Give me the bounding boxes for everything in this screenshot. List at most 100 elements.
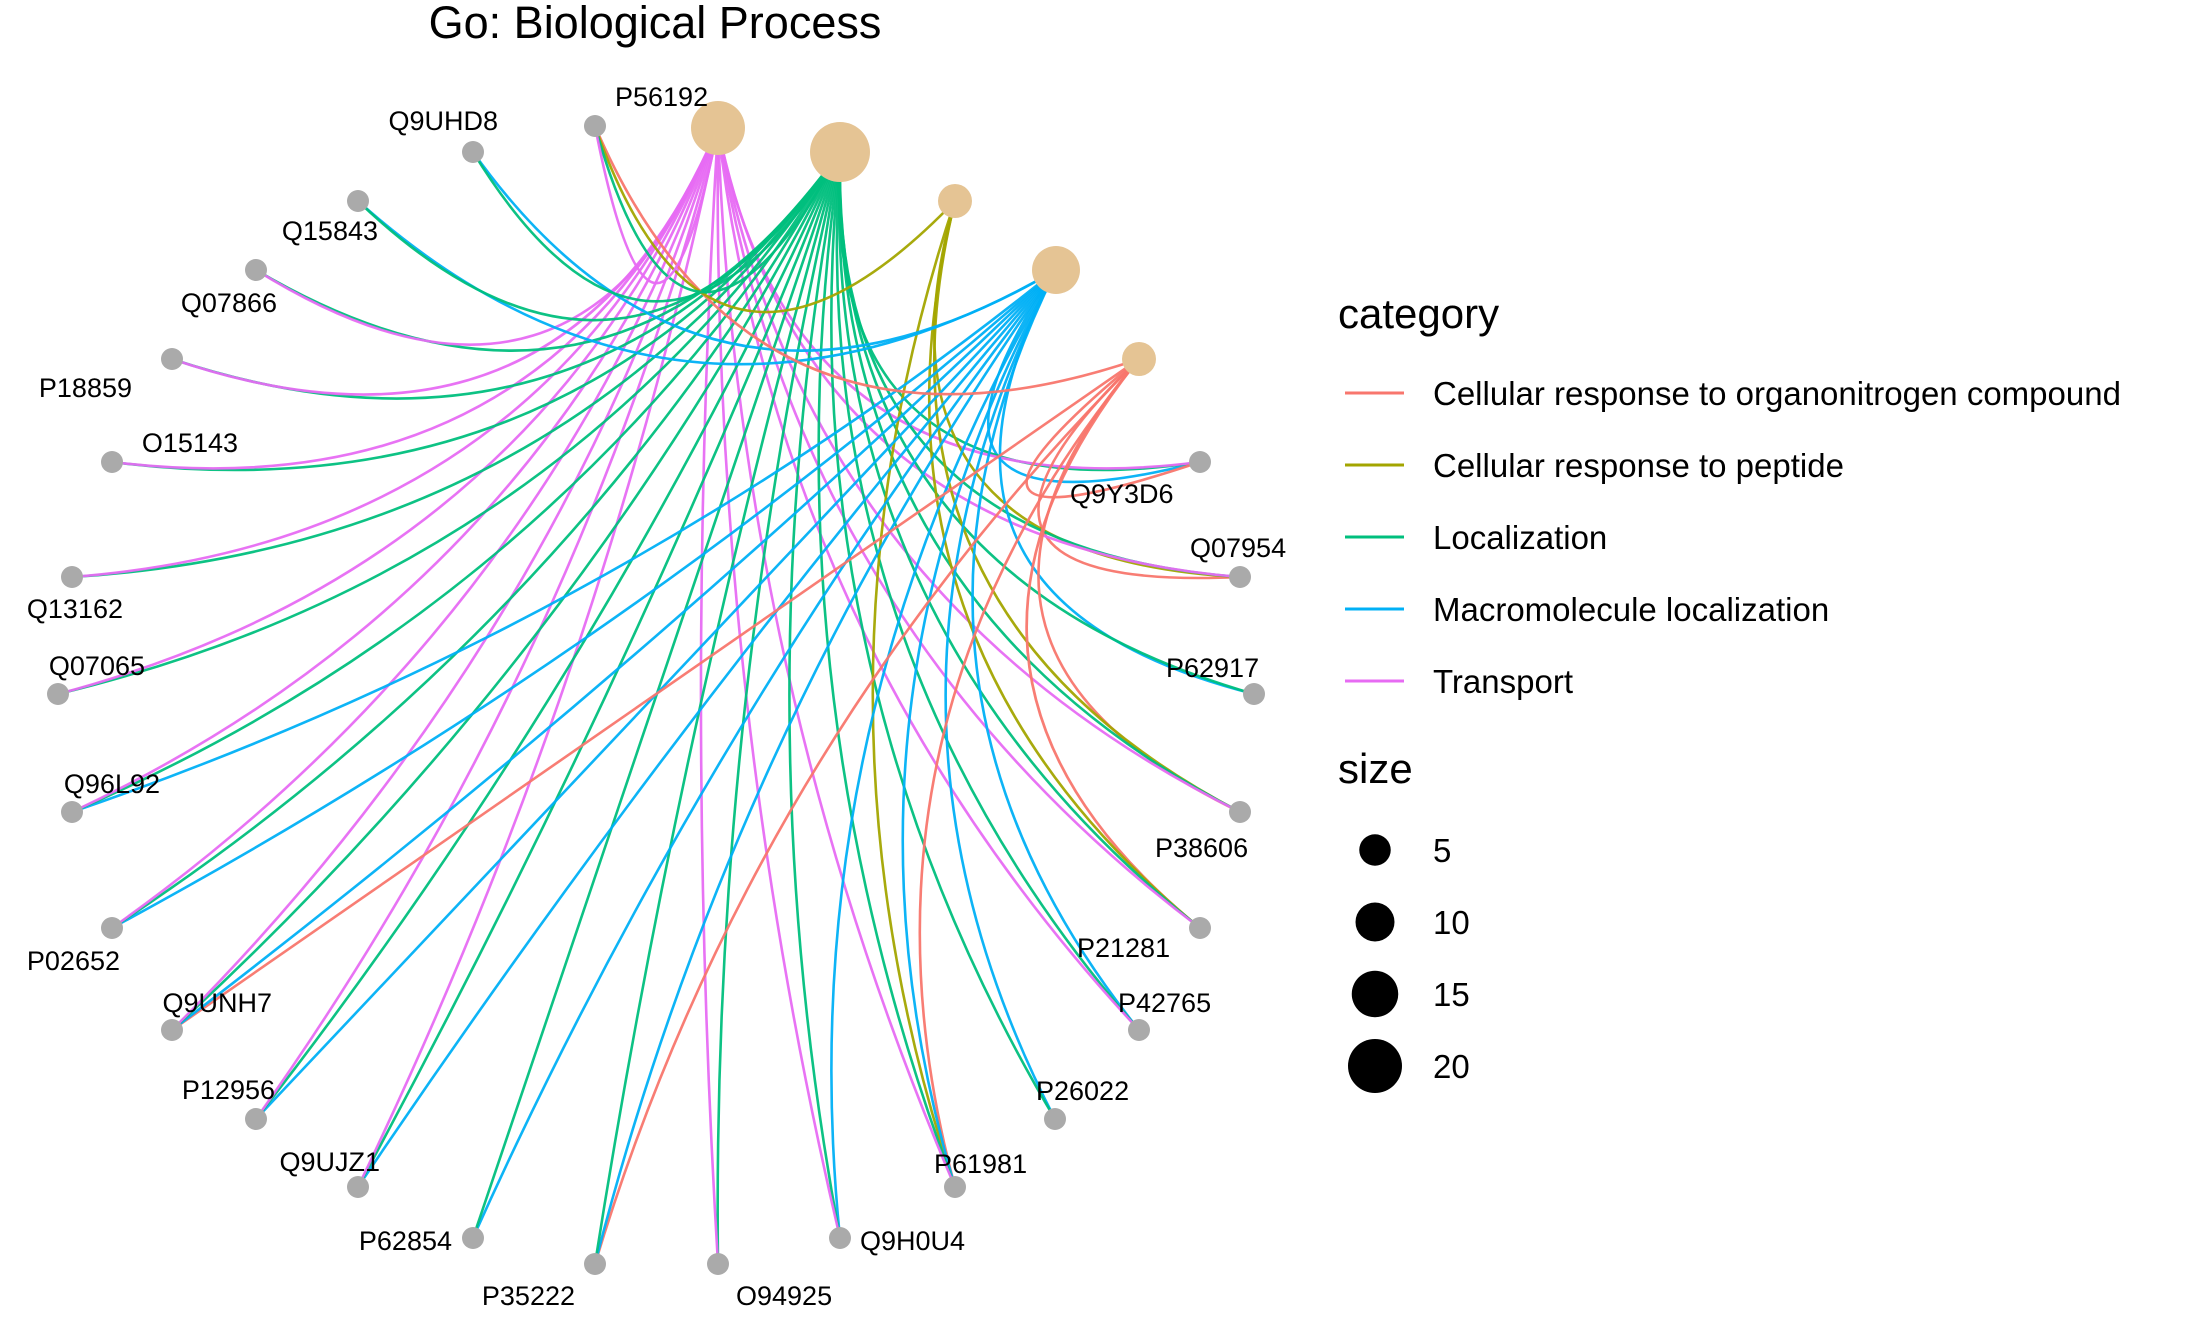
edge-p38606-localization [838, 151, 1241, 814]
edge-q07954-cellular-response-to-peptide [933, 200, 1241, 579]
legend-label-macromolecule-localization: Macromolecule localization [1433, 591, 1829, 628]
edge-p38606-cellular-response-to-peptide [932, 200, 1241, 814]
edge-p21281-cellular-response-to-organonitrogen-compound [1025, 358, 1201, 930]
edge-p12956-localization [254, 151, 842, 1120]
legend-size-label-20: 20 [1433, 1048, 1470, 1085]
gene-node-p42765 [1128, 1019, 1150, 1041]
gene-label-p61981: P61981 [934, 1149, 1027, 1179]
term-node-layer [691, 101, 1156, 376]
gene-node-q9unh7 [161, 1019, 183, 1041]
legend-size-label-5: 5 [1433, 832, 1451, 869]
edge-p56192-localization [593, 125, 842, 294]
term-node-cellular-response-to-peptide [938, 184, 972, 218]
edge-o94925-localization [716, 151, 842, 1265]
gene-label-p42765: P42765 [1118, 988, 1211, 1018]
edge-p62854-macromolecule-localization [471, 269, 1058, 1239]
gene-label-q96l92: Q96L92 [64, 769, 160, 799]
legend-size-label-10: 10 [1433, 904, 1470, 941]
legend-size-dot-10 [1355, 902, 1395, 942]
gene-node-q9ujz1 [347, 1176, 369, 1198]
gene-node-o15143 [101, 451, 123, 473]
gene-label-q9y3d6: Q9Y3D6 [1070, 479, 1174, 509]
gene-node-q9h0u4 [829, 1227, 851, 1249]
gene-node-q9y3d6 [1189, 451, 1211, 473]
edge-p61981-localization [817, 151, 957, 1188]
gene-node-q07866 [245, 259, 267, 281]
legend-category-list: Cellular response to organonitrogen comp… [1345, 375, 2121, 700]
gene-node-q07954 [1229, 566, 1251, 588]
gene-node-p56192 [584, 115, 606, 137]
edge-q9ujz1-transport [356, 127, 720, 1188]
gene-label-o15143: O15143 [142, 428, 238, 458]
gene-node-q9uhd8 [462, 141, 484, 163]
edge-q96l92-transport [71, 127, 720, 814]
edge-p42765-macromolecule-localization [971, 269, 1141, 1031]
edge-q07065-transport [57, 127, 720, 696]
term-node-cellular-response-to-organonitrogen-compound [1122, 342, 1156, 376]
edge-layer [57, 125, 1255, 1265]
gene-node-q07065 [47, 683, 69, 705]
edge-q15843-localization [357, 151, 842, 322]
legend-size-label-15: 15 [1433, 976, 1470, 1013]
gene-label-q07866: Q07866 [181, 288, 277, 318]
gene-node-p35222 [584, 1253, 606, 1275]
legend-category-title: category [1338, 290, 1499, 337]
legend-size-dot-15 [1351, 970, 1399, 1018]
gene-node-p02652 [101, 917, 123, 939]
edge-q9unh7-localization [171, 151, 842, 1031]
legend-label-cellular-response-to-organonitrogen-compound: Cellular response to organonitrogen comp… [1433, 375, 2121, 412]
term-node-macromolecule-localization [1032, 246, 1080, 294]
gene-label-p62917: P62917 [1166, 653, 1259, 683]
edge-p61981-cellular-response-to-organonitrogen-compound [918, 358, 1141, 1188]
legend-label-cellular-response-to-peptide: Cellular response to peptide [1433, 447, 1844, 484]
edge-p56192-cellular-response-to-peptide [593, 125, 956, 314]
edge-q9h0u4-macromolecule-localization [830, 269, 1058, 1239]
gene-label-p21281: P21281 [1077, 933, 1170, 963]
edge-q96l92-macromolecule-localization [71, 268, 1057, 814]
edge-p38606-cellular-response-to-organonitrogen-compound [1037, 358, 1241, 814]
gene-label-q13162: Q13162 [27, 594, 123, 624]
edge-q07866-transport [255, 127, 720, 346]
edge-p61981-cellular-response-to-peptide [871, 200, 957, 1188]
edge-q9ujz1-macromolecule-localization [356, 269, 1057, 1188]
gene-label-p26022: P26022 [1036, 1076, 1129, 1106]
legend-size-list: 5 10 15 20 [1348, 832, 1470, 1093]
edge-q9y3d6-cellular-response-to-organonitrogen-compound [1025, 357, 1201, 499]
edge-o94925-transport [699, 127, 720, 1265]
edge-p61981-macromolecule-localization [901, 269, 1058, 1188]
edge-p56192-cellular-response-to-organonitrogen-compound [593, 125, 1140, 396]
legend-label-localization: Localization [1433, 519, 1607, 556]
gene-label-q9uhd8: Q9UHD8 [388, 106, 498, 136]
legend: category Cellular response to organonitr… [1338, 290, 2121, 1093]
gene-label-o94925: O94925 [736, 1281, 832, 1311]
gene-label-p18859: P18859 [39, 373, 132, 403]
legend-size-title: size [1338, 745, 1413, 792]
gene-node-p21281 [1189, 917, 1211, 939]
edge-q9uhd8-macromolecule-localization [471, 151, 1057, 352]
chart-title: Go: Biological Process [429, 0, 882, 48]
gene-label-q9h0u4: Q9H0U4 [860, 1226, 965, 1256]
term-node-transport [691, 101, 745, 155]
gene-node-p62917 [1243, 683, 1265, 705]
edge-p21281-cellular-response-to-peptide [927, 200, 1201, 930]
edge-q9unh7-macromolecule-localization [171, 269, 1057, 1032]
gene-label-q15843: Q15843 [282, 216, 378, 246]
legend-label-transport: Transport [1433, 663, 1573, 700]
gene-label-p38606: P38606 [1155, 833, 1248, 863]
gene-node-q15843 [347, 190, 369, 212]
gene-node-p62854 [462, 1227, 484, 1249]
gene-node-p18859 [161, 348, 183, 370]
gene-label-q9unh7: Q9UNH7 [162, 988, 272, 1018]
edge-q9unh7-cellular-response-to-organonitrogen-compound [171, 357, 1140, 1032]
gene-label-q07065: Q07065 [49, 651, 145, 681]
edge-q96l92-localization [71, 151, 842, 814]
edge-p12956-transport [254, 127, 720, 1120]
term-node-localization [810, 122, 870, 182]
edge-p56192-transport [593, 125, 720, 285]
gene-node-q13162 [61, 566, 83, 588]
gene-label-p56192: P56192 [615, 82, 708, 112]
edge-p02652-transport [111, 127, 720, 930]
legend-size-dot-20 [1348, 1039, 1402, 1093]
edge-p02652-macromolecule-localization [111, 269, 1057, 930]
